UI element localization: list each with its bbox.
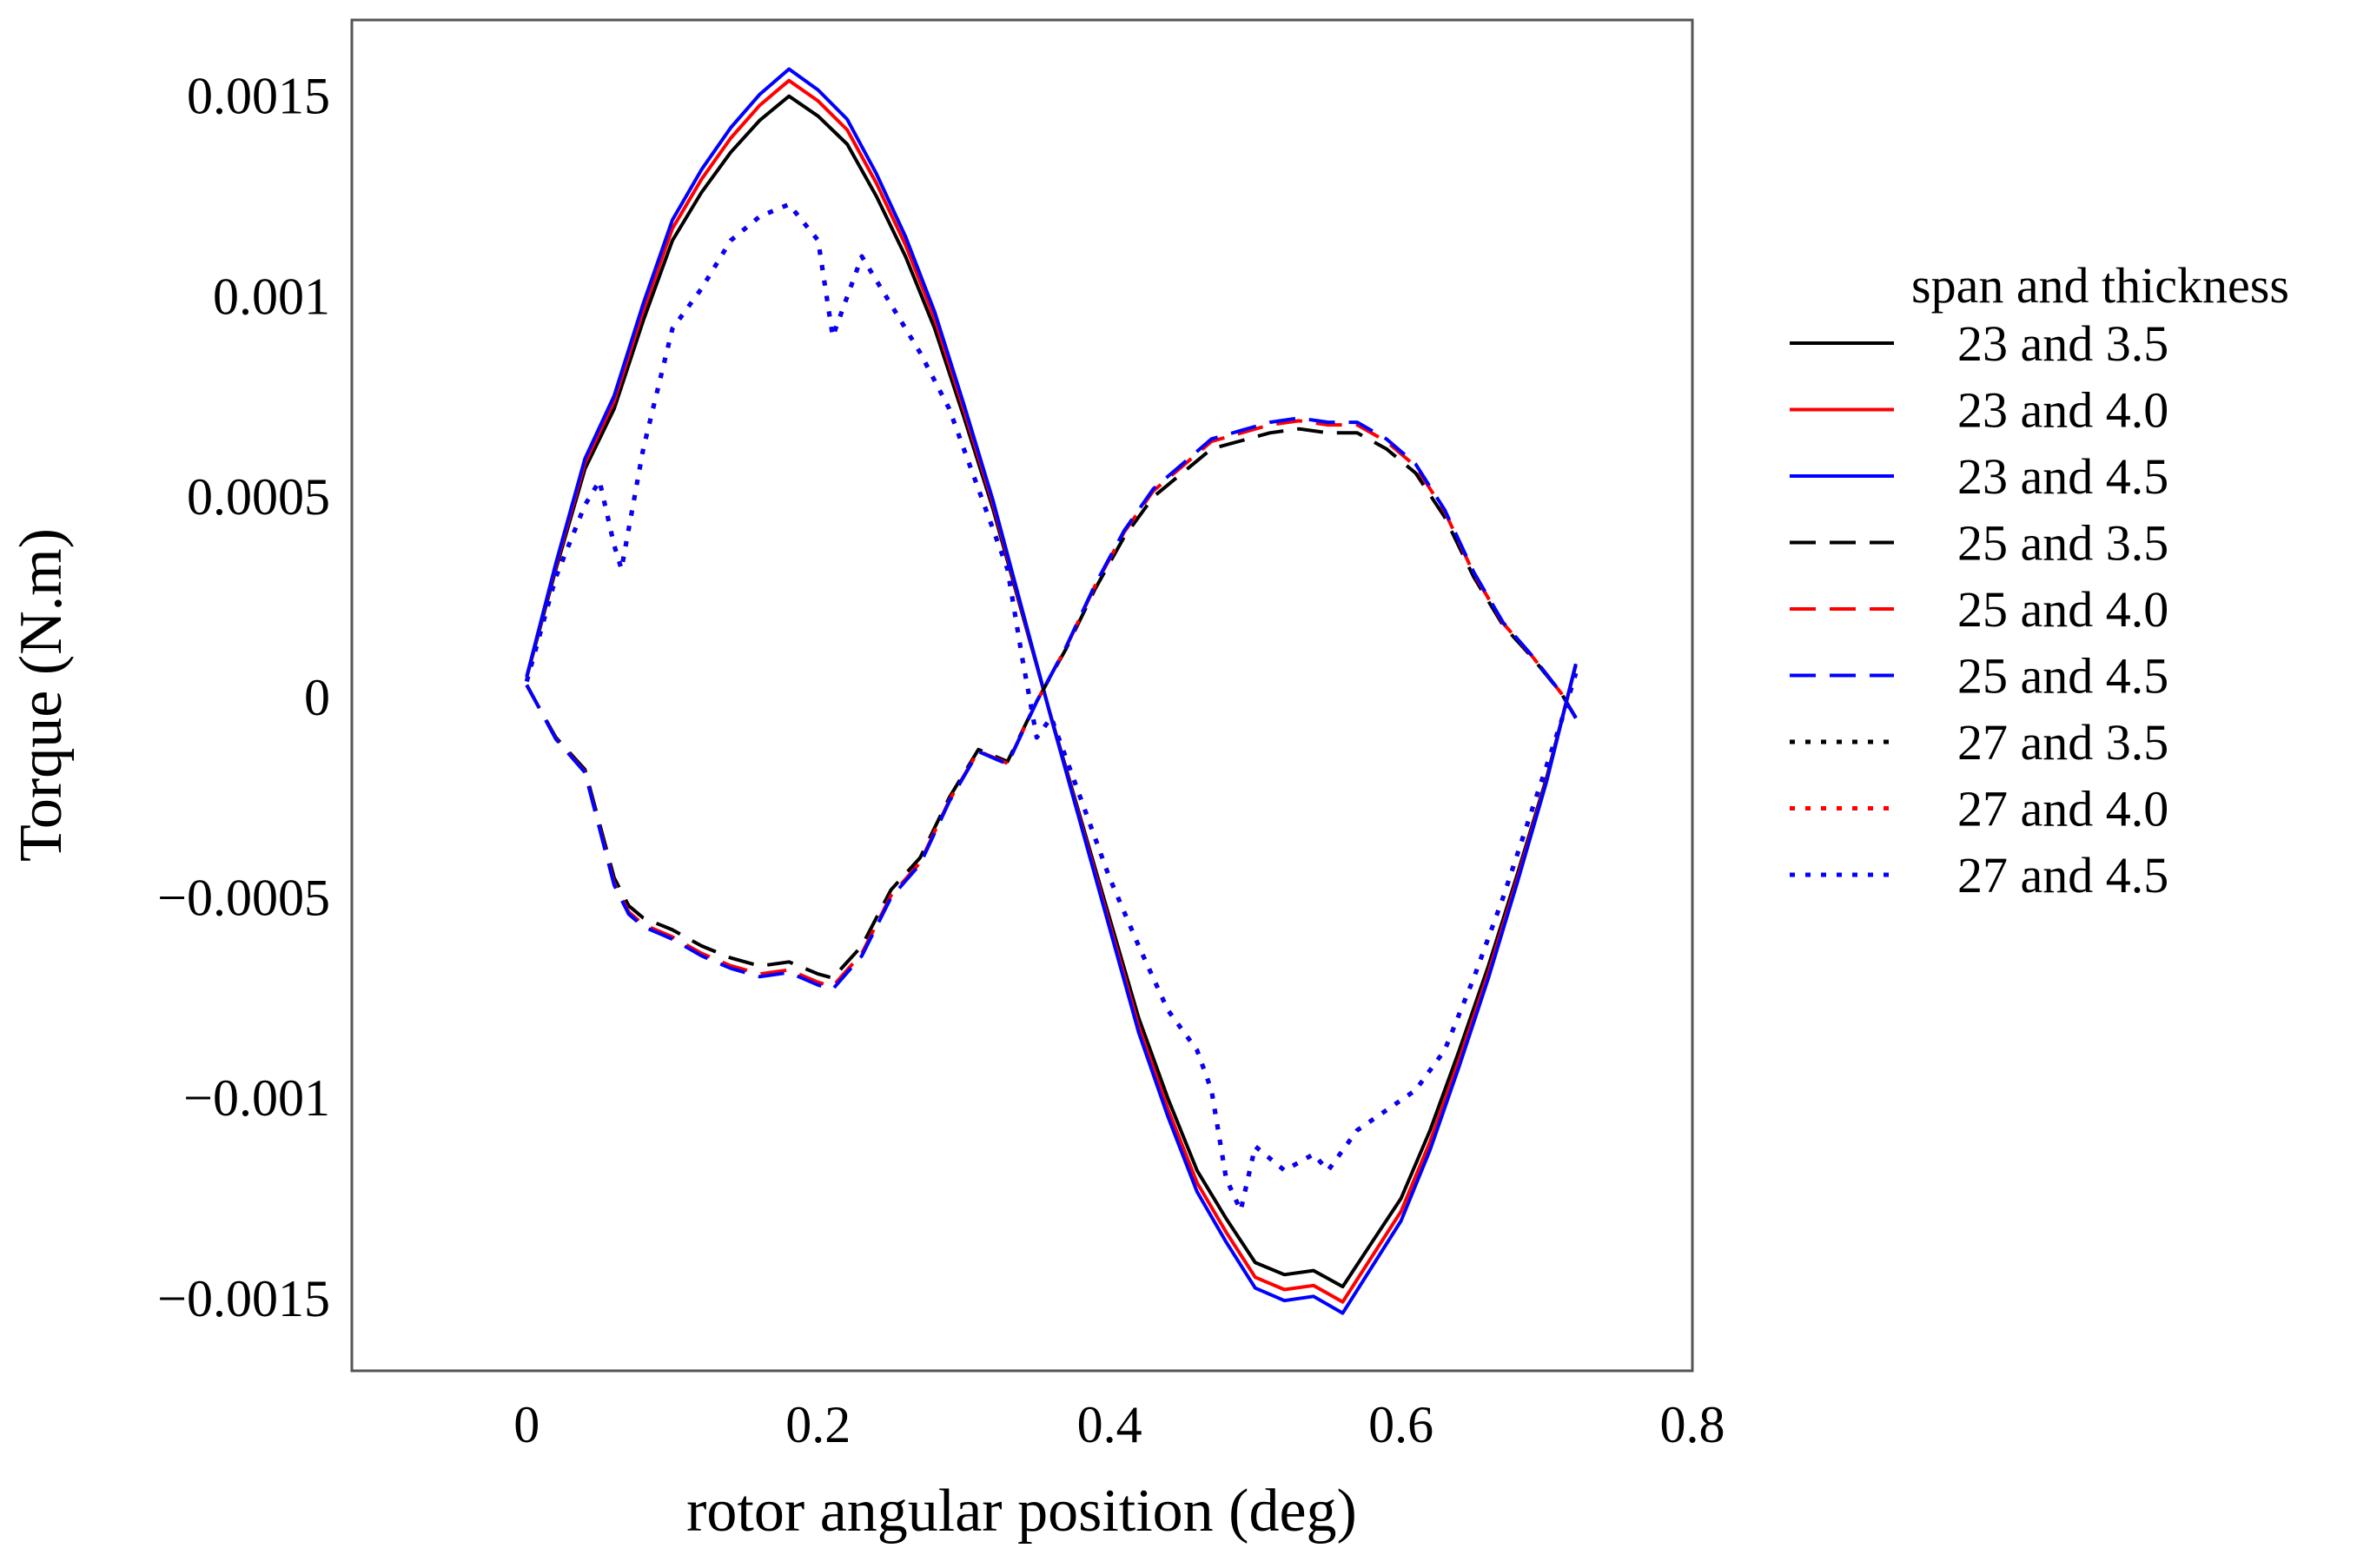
legend-label-27-4.5: 27 and 4.5 — [1957, 847, 2168, 903]
series-line-25-3.5 — [525, 427, 1578, 980]
series-line-27-3.5 — [524, 202, 1579, 1213]
series-layer — [524, 67, 1579, 1315]
x-tick-label: 0.8 — [1660, 1396, 1725, 1453]
y-tick-label: −0.0005 — [157, 870, 330, 927]
series-line-27-4.0 — [524, 202, 1579, 1213]
x-tick-label: 0 — [513, 1396, 540, 1453]
legend-label-25-4.5: 25 and 4.5 — [1957, 648, 2168, 705]
legend-label-23-4.5: 23 and 4.5 — [1957, 448, 2168, 505]
x-tick-labels: 0 0.2 0.4 0.6 0.8 — [513, 1396, 1725, 1453]
series-line-23-4.0 — [525, 78, 1578, 1304]
series-line-25-4.0 — [525, 419, 1578, 989]
y-tick-label: 0.0015 — [187, 68, 330, 125]
y-tick-label: −0.0015 — [157, 1270, 330, 1327]
series-line-23-4.5 — [525, 67, 1578, 1315]
y-tick-label: −0.001 — [183, 1069, 330, 1127]
series-line-27-4.5 — [524, 202, 1579, 1213]
legend-label-27-4.0: 27 and 4.0 — [1957, 781, 2168, 837]
legend-label-25-4.0: 25 and 4.0 — [1957, 581, 2168, 638]
x-tick-label: 0.4 — [1077, 1396, 1142, 1453]
legend-title: span and thickness — [1911, 257, 2289, 314]
legend: span and thickness 23 and 3.5 23 and 4.0 2… — [1790, 257, 2289, 903]
legend-label-25-3.5: 25 and 3.5 — [1957, 515, 2168, 572]
y-tick-label: 0.0005 — [187, 468, 330, 526]
series-line-25-4.5 — [525, 416, 1578, 991]
y-axis-title: Torque (N.m) — [8, 528, 75, 862]
x-tick-label: 0.2 — [785, 1396, 851, 1453]
legend-label-23-3.5: 23 and 3.5 — [1957, 315, 2168, 372]
x-axis-title: rotor angular position (deg) — [686, 1478, 1357, 1545]
series-line-23-3.5 — [525, 94, 1578, 1289]
y-tick-labels: 0.0015 0.001 0.0005 0 −0.0005 −0.001 −0.0015 — [157, 68, 330, 1327]
plot-frame — [350, 18, 1694, 1373]
y-tick-label: 0 — [304, 669, 330, 726]
y-tick-label: 0.001 — [213, 268, 330, 325]
legend-label-27-3.5: 27 and 3.5 — [1957, 714, 2168, 771]
legend-label-23-4.0: 23 and 4.0 — [1957, 382, 2168, 439]
x-tick-label: 0.6 — [1368, 1396, 1433, 1453]
